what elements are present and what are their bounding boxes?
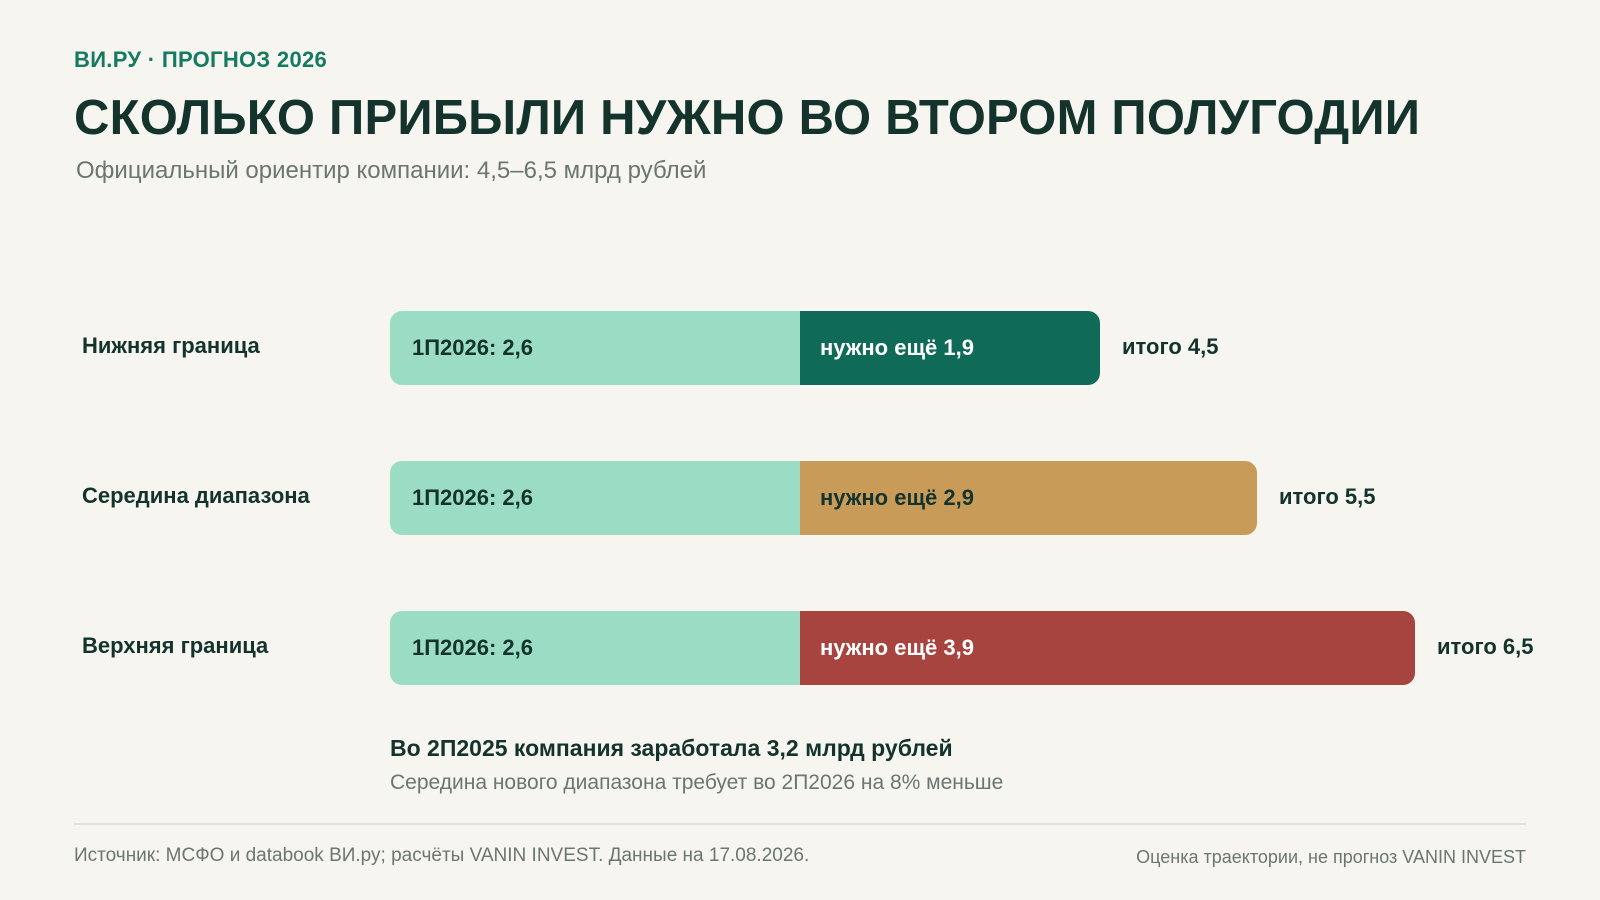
divider xyxy=(74,823,1526,825)
bar-row: 1П2026: 2,6 нужно ещё 2,9 xyxy=(390,461,1257,535)
category-label: Нижняя граница xyxy=(82,333,260,358)
disclaimer-text: Оценка траектории, не прогноз VANIN INVE… xyxy=(1136,847,1526,867)
page-title: СКОЛЬКО ПРИБЫЛИ НУЖНО ВО ВТОРОМ ПОЛУГОДИ… xyxy=(74,91,1421,145)
note-sub: Середина нового диапазона требует во 2П2… xyxy=(390,771,1004,794)
bar-segment-h1: 1П2026: 2,6 xyxy=(390,611,800,685)
bar-segment-needed: нужно ещё 1,9 xyxy=(800,311,1100,385)
bar-segment-needed: нужно ещё 2,9 xyxy=(800,461,1257,535)
eyebrow: ВИ.РУ · ПРОГНОЗ 2026 xyxy=(74,47,328,72)
bar-segment-h1: 1П2026: 2,6 xyxy=(390,461,800,535)
total-label: итого 4,5 xyxy=(1122,334,1219,359)
total-label: итого 5,5 xyxy=(1279,484,1376,509)
bar-segment-needed: нужно ещё 3,9 xyxy=(800,611,1415,685)
bar-segment-h1: 1П2026: 2,6 xyxy=(390,311,800,385)
source-text: Источник: МСФО и databook ВИ.ру; расчёты… xyxy=(74,845,810,866)
bar-row: 1П2026: 2,6 нужно ещё 1,9 xyxy=(390,311,1100,385)
category-label: Верхняя граница xyxy=(82,633,269,658)
note-main: Во 2П2025 компания заработала 3,2 млрд р… xyxy=(390,735,953,761)
subtitle: Официальный ориентир компании: 4,5–6,5 м… xyxy=(76,157,707,184)
total-label: итого 6,5 xyxy=(1437,634,1534,659)
category-label: Середина диапазона xyxy=(82,483,310,508)
bar-row: 1П2026: 2,6 нужно ещё 3,9 xyxy=(390,611,1415,685)
